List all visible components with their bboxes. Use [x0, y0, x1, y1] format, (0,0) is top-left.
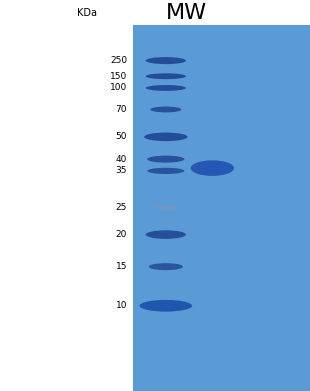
- Ellipse shape: [150, 106, 181, 113]
- Text: 150: 150: [110, 72, 127, 81]
- Text: MW: MW: [166, 3, 206, 23]
- Ellipse shape: [146, 85, 186, 91]
- Text: 10: 10: [116, 301, 127, 310]
- Ellipse shape: [146, 57, 186, 64]
- Text: 100: 100: [110, 83, 127, 93]
- Text: KDa: KDa: [77, 8, 97, 18]
- Bar: [133, 25, 310, 391]
- Text: 25: 25: [116, 203, 127, 212]
- Text: 250: 250: [110, 56, 127, 65]
- Text: 15: 15: [116, 262, 127, 271]
- Ellipse shape: [144, 133, 188, 141]
- Ellipse shape: [147, 168, 184, 174]
- Ellipse shape: [146, 230, 186, 239]
- Text: 70: 70: [116, 105, 127, 114]
- Text: 20: 20: [116, 230, 127, 239]
- Text: 35: 35: [116, 166, 127, 176]
- Ellipse shape: [146, 73, 186, 79]
- Ellipse shape: [149, 263, 183, 270]
- Text: 50: 50: [116, 132, 127, 142]
- Ellipse shape: [191, 160, 234, 176]
- Ellipse shape: [140, 300, 192, 312]
- Ellipse shape: [147, 156, 184, 163]
- Ellipse shape: [153, 205, 178, 210]
- Text: 40: 40: [116, 154, 127, 164]
